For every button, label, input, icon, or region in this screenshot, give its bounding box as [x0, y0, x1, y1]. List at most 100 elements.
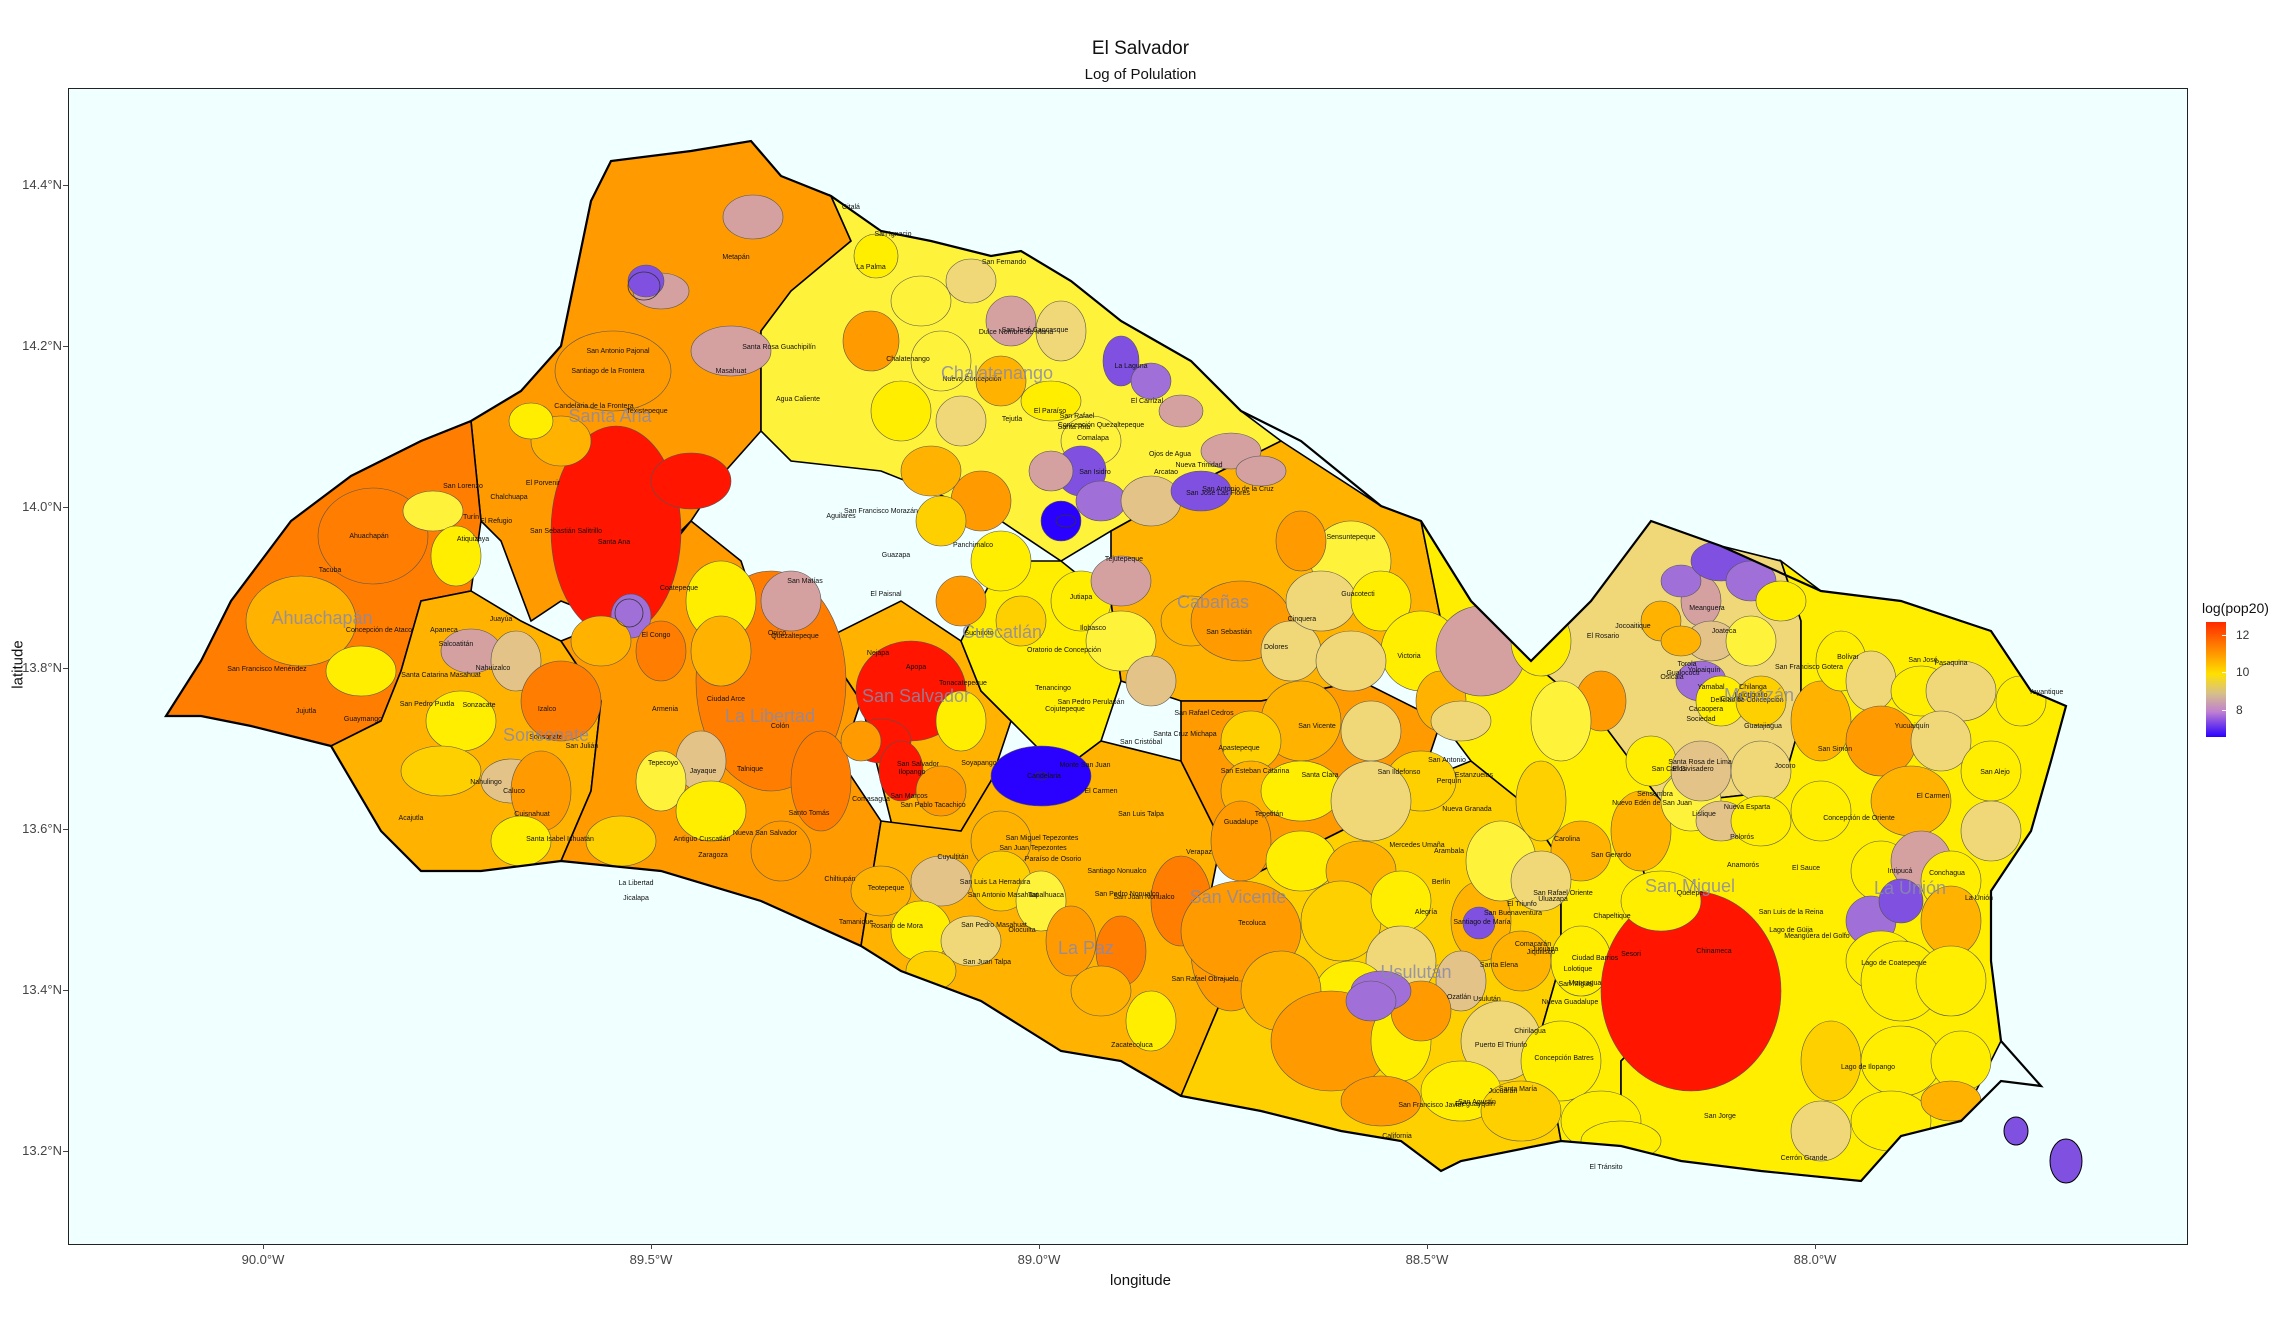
- municipality-label: Lislique: [1692, 811, 1716, 818]
- municipality-region: [1870, 765, 1952, 837]
- y-tick-label: 13.2°N: [22, 1143, 62, 1158]
- municipality-label: San Salvador: [897, 761, 940, 768]
- municipality-region: [935, 690, 987, 752]
- municipality-label: Tejutla: [1002, 416, 1022, 423]
- municipality-label: Chinameca: [1696, 948, 1732, 955]
- municipality-label: Juayúa: [490, 616, 513, 623]
- municipality-label: San Simón: [1818, 746, 1852, 753]
- municipality-label: Nueva San Salvador: [733, 830, 798, 837]
- municipality-label: Sesori: [1621, 951, 1641, 958]
- municipality-label: Uluazapa: [1538, 896, 1568, 903]
- municipality-label: Sensuntepeque: [1326, 534, 1375, 541]
- municipality-label: Torola: [1677, 661, 1696, 668]
- municipality-label: Metapán: [722, 254, 749, 261]
- department-label: Ahuachapán: [271, 608, 372, 628]
- country-outline: [163, 139, 2068, 1183]
- municipality-label: San Ignacio: [875, 231, 912, 238]
- y-tick-label: 13.8°N: [22, 660, 62, 675]
- municipality-label: San Juan Nonualco: [1113, 894, 1174, 901]
- municipality-label: Ilobasco: [1080, 625, 1106, 632]
- municipality-label: Santa Cruz Michapa: [1153, 731, 1217, 738]
- municipality-region: [1315, 630, 1387, 692]
- municipality-region: [1430, 700, 1492, 742]
- municipality-region: [1730, 740, 1792, 802]
- municipality-label: Nueva Granada: [1442, 806, 1492, 813]
- municipality-label: Jayaque: [690, 768, 717, 775]
- country-outline-layer: [163, 139, 2068, 1183]
- municipality-label: San Sebastián Salitrillo: [530, 528, 602, 535]
- municipality-label: Atiquizaya: [457, 536, 489, 543]
- municipality-label: Guacotecti: [1341, 591, 1375, 598]
- municipality-label: Jutiapa: [1070, 594, 1093, 601]
- municipality-label: Tecoluca: [1238, 920, 1266, 927]
- municipality-label: La Palma: [856, 264, 886, 271]
- municipality-region: [995, 595, 1047, 647]
- municipality-label: San Luis de la Reina: [1759, 909, 1824, 916]
- municipality-region: [1075, 480, 1127, 522]
- municipality-label: Teotepeque: [868, 885, 905, 892]
- municipality-label: El Paisnal: [870, 591, 902, 598]
- municipality-label: Ciudad Barrios: [1572, 955, 1619, 962]
- municipality-label: Dolores: [1264, 644, 1289, 651]
- municipality-label: El Triunfo: [1507, 901, 1537, 908]
- municipality-label: Ciudad Arce: [707, 696, 745, 703]
- municipality-label: Lago de Güija: [1769, 927, 1813, 934]
- municipality-label: Aguilares: [826, 513, 856, 520]
- x-tick-mark: [1039, 1244, 1040, 1249]
- municipality-region: [1790, 780, 1852, 842]
- choropleth-map[interactable]: Citalá Metapán San Ignacio La Palma San Fern…: [69, 89, 2187, 1244]
- municipality-label: San Rafael Obrajuelo: [1172, 976, 1239, 983]
- municipality-region: [1735, 675, 1787, 727]
- municipality-label: Cuyultitán: [937, 854, 968, 861]
- department-label-layer: Santa Ana Ahuachapán Sonsonate La Libertad S…: [271, 363, 1946, 982]
- map-panel[interactable]: Citalá Metapán San Ignacio La Palma San Fern…: [68, 88, 2188, 1245]
- municipality-region: [970, 530, 1032, 592]
- municipality-label: Chilanga: [1739, 684, 1767, 691]
- municipality-label: Caluco: [503, 788, 525, 795]
- municipality-label: Zaragoza: [698, 852, 728, 859]
- municipality-label: Nueva Trinidad: [1175, 462, 1222, 469]
- municipality-label: El Tránsito: [1589, 1164, 1622, 1171]
- municipality-region: [940, 915, 1002, 967]
- municipality-label: Tejutepeque: [1105, 556, 1143, 563]
- municipality-label: Turín: [463, 514, 479, 521]
- municipality-region: [317, 487, 429, 585]
- municipality-region: [1960, 800, 2022, 862]
- municipality-region: [1915, 945, 1987, 1017]
- municipality-label: San Francisco Gotera: [1775, 664, 1843, 671]
- municipality-label: Santiago de María: [1453, 919, 1510, 926]
- municipality-label: Paraíso de Osorio: [1025, 856, 1082, 863]
- municipality-label: Tepecoyo: [648, 760, 678, 767]
- municipality-region: [900, 445, 962, 497]
- municipality-label: Chalatenango: [886, 356, 930, 363]
- municipality-region: [1660, 625, 1702, 657]
- map-subtitle: Log of Polulation: [1084, 66, 1197, 83]
- municipality-region: [1920, 1080, 1982, 1122]
- municipality-label: San Cristóbal: [1120, 739, 1162, 746]
- island-region: [2003, 1116, 2029, 1146]
- municipality-label: Alegría: [1415, 909, 1437, 916]
- municipality-label: Jucuarán: [1489, 1088, 1518, 1095]
- municipality-label: Texistepeque: [626, 408, 667, 415]
- municipality-region: [1520, 1020, 1602, 1102]
- municipality-label: Yamabal: [1697, 684, 1725, 691]
- municipality-label: California: [1382, 1133, 1412, 1140]
- municipality-region: [430, 525, 482, 587]
- municipality-label: Concepción Quezaltepeque: [1058, 422, 1145, 429]
- municipality-label: Santiago de la Frontera: [571, 368, 644, 375]
- y-tick-mark: [63, 507, 68, 508]
- legend-label: 8: [2236, 703, 2243, 717]
- municipality-label: Soyapango: [961, 760, 997, 767]
- municipality-region: [1580, 1120, 1662, 1162]
- municipality-label: Bolívar: [1837, 654, 1859, 661]
- municipality-label: San Carlos: [1652, 766, 1687, 773]
- municipality-region: [1515, 760, 1567, 842]
- municipality-region: [1995, 675, 2047, 727]
- municipality-label: Antiguo Cuscatlán: [674, 836, 731, 843]
- municipality-label: Jucuapa: [1532, 946, 1559, 953]
- municipality-region: [425, 690, 497, 752]
- municipality-label: Santa Catarina Masahuat: [401, 672, 480, 679]
- municipality-region: [910, 330, 972, 392]
- department-label: Santa Ana: [568, 406, 652, 426]
- legend-label: 10: [2236, 665, 2250, 679]
